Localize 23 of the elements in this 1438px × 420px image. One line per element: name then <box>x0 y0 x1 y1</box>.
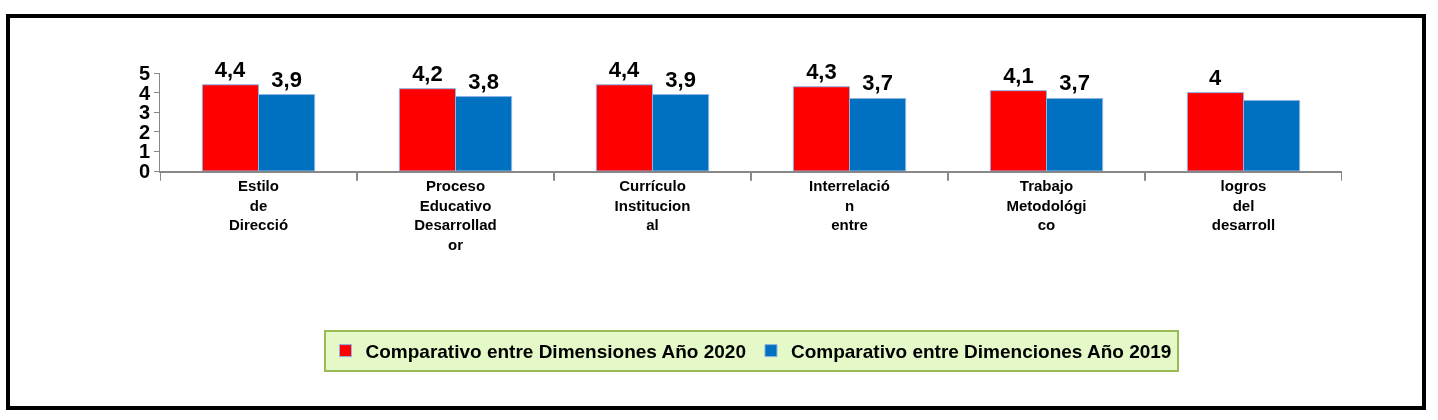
data-label: 4,3 <box>806 58 837 84</box>
x-tick-label: Interrelació n entre <box>809 177 890 233</box>
y-tick-label: 4 <box>138 81 151 104</box>
legend-label: Comparativo entre Dimensiones Año 2020 <box>365 341 746 363</box>
y-tick-label: 1 <box>138 140 150 163</box>
data-label: 3,7 <box>862 70 893 96</box>
y-tick-label: 0 <box>138 160 150 182</box>
x-tick-label: Estilo de Direcció <box>228 177 289 233</box>
data-label: 4,4 <box>608 56 641 82</box>
data-label: 4 <box>1208 64 1222 90</box>
data-label: 4,4 <box>214 56 247 82</box>
data-label: 3,9 <box>271 66 302 92</box>
x-tick-label: logros del desarroll <box>1211 177 1276 233</box>
x-tick-label: Currículo Institucion al <box>614 177 691 233</box>
legend-label: Comparativo entre Dimenciones Año 2019 <box>790 341 1172 363</box>
y-tick-label: 5 <box>138 62 150 84</box>
data-label: 4,1 <box>1003 62 1034 88</box>
x-tick-label: Trabajo Metodológi co <box>1006 177 1087 233</box>
data-label: 3,8 <box>468 68 499 94</box>
data-label: 3,9 <box>665 66 696 92</box>
data-label: 3,7 <box>1059 70 1090 96</box>
data-label: 4,2 <box>412 60 443 86</box>
x-tick-label: Proceso Educativo Desarrollad or <box>414 177 497 253</box>
